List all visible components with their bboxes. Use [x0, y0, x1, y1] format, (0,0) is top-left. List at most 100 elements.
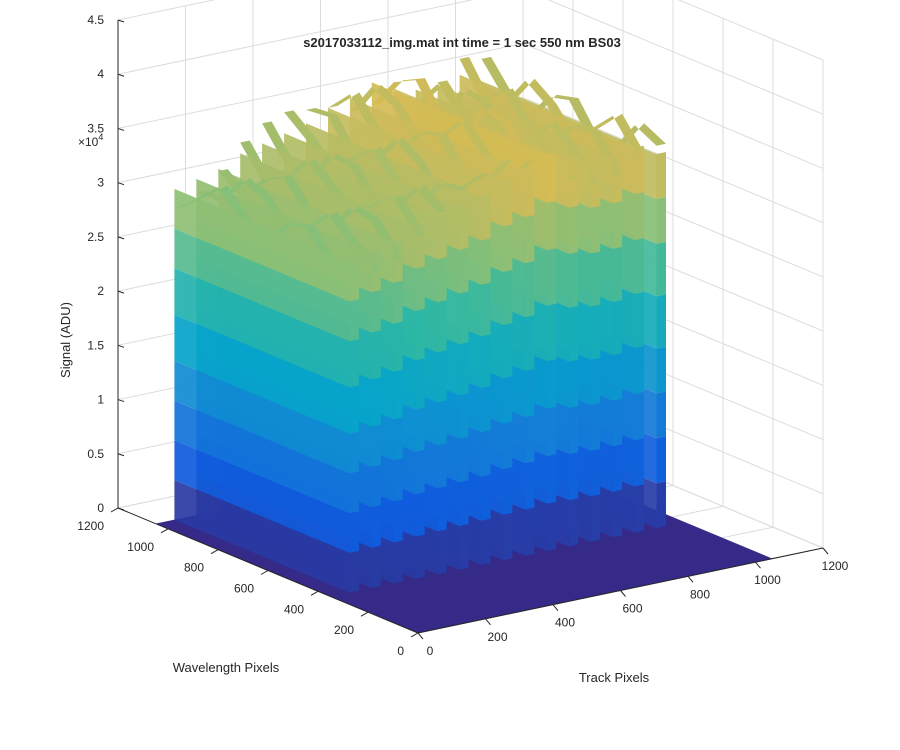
- stripe-front-band: [568, 359, 579, 408]
- stripe-front-band: [503, 467, 513, 515]
- y-tick-label: 1000: [127, 540, 154, 554]
- stripe-front-band: [634, 292, 644, 348]
- stripe-front-band: [568, 406, 579, 455]
- stripe-side-band: [174, 268, 350, 388]
- stripe-front-band: [371, 249, 381, 293]
- stripe-front-band: [656, 391, 666, 439]
- stripe-top: [262, 121, 447, 213]
- stripe-front-band: [612, 201, 623, 249]
- stripe-front-band: [349, 471, 359, 514]
- z-tick-label: 2.5: [87, 230, 104, 244]
- stripe-front-band: [481, 518, 491, 565]
- stripe-front-band: [503, 376, 513, 424]
- stripe-front-band: [546, 153, 557, 203]
- stripe-front-band: [415, 407, 425, 452]
- stripe-front-band: [437, 214, 447, 260]
- grid-line-z: [117, 0, 824, 115]
- x-tick-label: 400: [555, 616, 575, 630]
- stripe-front-band: [349, 259, 359, 302]
- stripe-front-band: [656, 241, 666, 297]
- stripe-front-band: [415, 266, 425, 311]
- stripe-front-band: [437, 486, 447, 532]
- z-tick-label: 0.5: [87, 447, 104, 461]
- stripe-front-band: [393, 499, 403, 543]
- stripe-front-band: [612, 444, 623, 492]
- stripe-front-band: [634, 438, 644, 487]
- stripe-front-band: [503, 178, 513, 227]
- x-axis-label: Track Pixels: [579, 670, 650, 685]
- stripe-front-band: [393, 458, 403, 502]
- y-tick: [410, 632, 419, 638]
- x-tick-label: 1200: [822, 559, 849, 573]
- x-tick: [485, 618, 491, 626]
- stripe-front-band: [590, 357, 601, 406]
- z-tick-label: 4: [97, 67, 104, 81]
- stripe-front-band: [393, 280, 403, 324]
- stripe-front-band: [546, 406, 557, 457]
- y-tick: [260, 570, 269, 575]
- chart-title: s2017033112_img.mat int time = 1 sec 550…: [303, 35, 621, 50]
- z-exponent-base: ×10: [78, 135, 99, 149]
- stripe-front-band: [568, 305, 579, 362]
- stripe-side-band: [174, 228, 350, 342]
- stripe-front-band: [503, 224, 513, 272]
- z-tick-label: 3.5: [87, 121, 104, 135]
- stripe-front-band: [503, 323, 513, 379]
- stripe-front-band: [634, 392, 644, 441]
- stripe-front-band: [459, 524, 469, 570]
- stripe-front-band: [524, 261, 535, 318]
- z-tick: [117, 290, 125, 294]
- stripe-front-band: [459, 393, 469, 439]
- x-tick-label: 600: [622, 602, 642, 616]
- stripe-front-band: [634, 345, 644, 395]
- y-tick-label: 400: [284, 602, 304, 616]
- y-tick-label: 600: [234, 582, 254, 596]
- stripe-side-band: [174, 188, 350, 302]
- stripe-front-band: [459, 247, 469, 294]
- stripe-front-band: [481, 194, 491, 241]
- stripe-front-band: [415, 492, 425, 537]
- surface-stripe: [174, 185, 359, 593]
- stripe-front-band: [524, 215, 535, 264]
- stripe-front-band: [546, 200, 557, 251]
- stripe-front-band: [590, 205, 601, 254]
- y-tick: [360, 611, 369, 617]
- stripe-front-band: [546, 248, 557, 306]
- stripe-front-band: [524, 415, 535, 464]
- stripe-front-band: [349, 550, 359, 593]
- stripe-front-band: [524, 315, 535, 371]
- stripe-front-band: [415, 358, 425, 410]
- stripe-front-band: [393, 369, 403, 420]
- stripe-front-band: [568, 452, 579, 501]
- stripe-front-band: [481, 238, 491, 285]
- stripe-front-band: [371, 505, 381, 548]
- z-tick-label: 3: [97, 176, 104, 190]
- y-tick: [110, 507, 119, 513]
- y-tick: [160, 528, 169, 534]
- z-tick: [117, 236, 125, 240]
- x-tick: [687, 576, 694, 583]
- stripe-front-band: [568, 159, 579, 208]
- stripe-front-band: [349, 431, 359, 474]
- x-tick: [620, 590, 626, 597]
- stripe-front-band: [524, 168, 535, 217]
- grid-line-z: [117, 42, 824, 169]
- stripe-front-band: [459, 342, 469, 396]
- stripe-front-band: [393, 540, 403, 584]
- z-tick: [117, 73, 125, 77]
- stripe-front-band: [568, 252, 579, 308]
- z-tick: [117, 127, 125, 131]
- stripe-front-band: [590, 304, 601, 360]
- z-tick: [117, 507, 125, 511]
- x-tick-label: 1000: [754, 573, 781, 587]
- z-tick: [117, 182, 125, 186]
- z-tick: [117, 19, 125, 23]
- stripe-front-band: [349, 339, 359, 388]
- surface: [155, 56, 773, 633]
- y-tick-label: 800: [184, 561, 204, 575]
- stripe-front-band: [656, 152, 666, 199]
- stripe-front-band: [546, 501, 557, 552]
- z-exponent-power: 4: [98, 132, 103, 142]
- stripe-front-band: [590, 251, 601, 307]
